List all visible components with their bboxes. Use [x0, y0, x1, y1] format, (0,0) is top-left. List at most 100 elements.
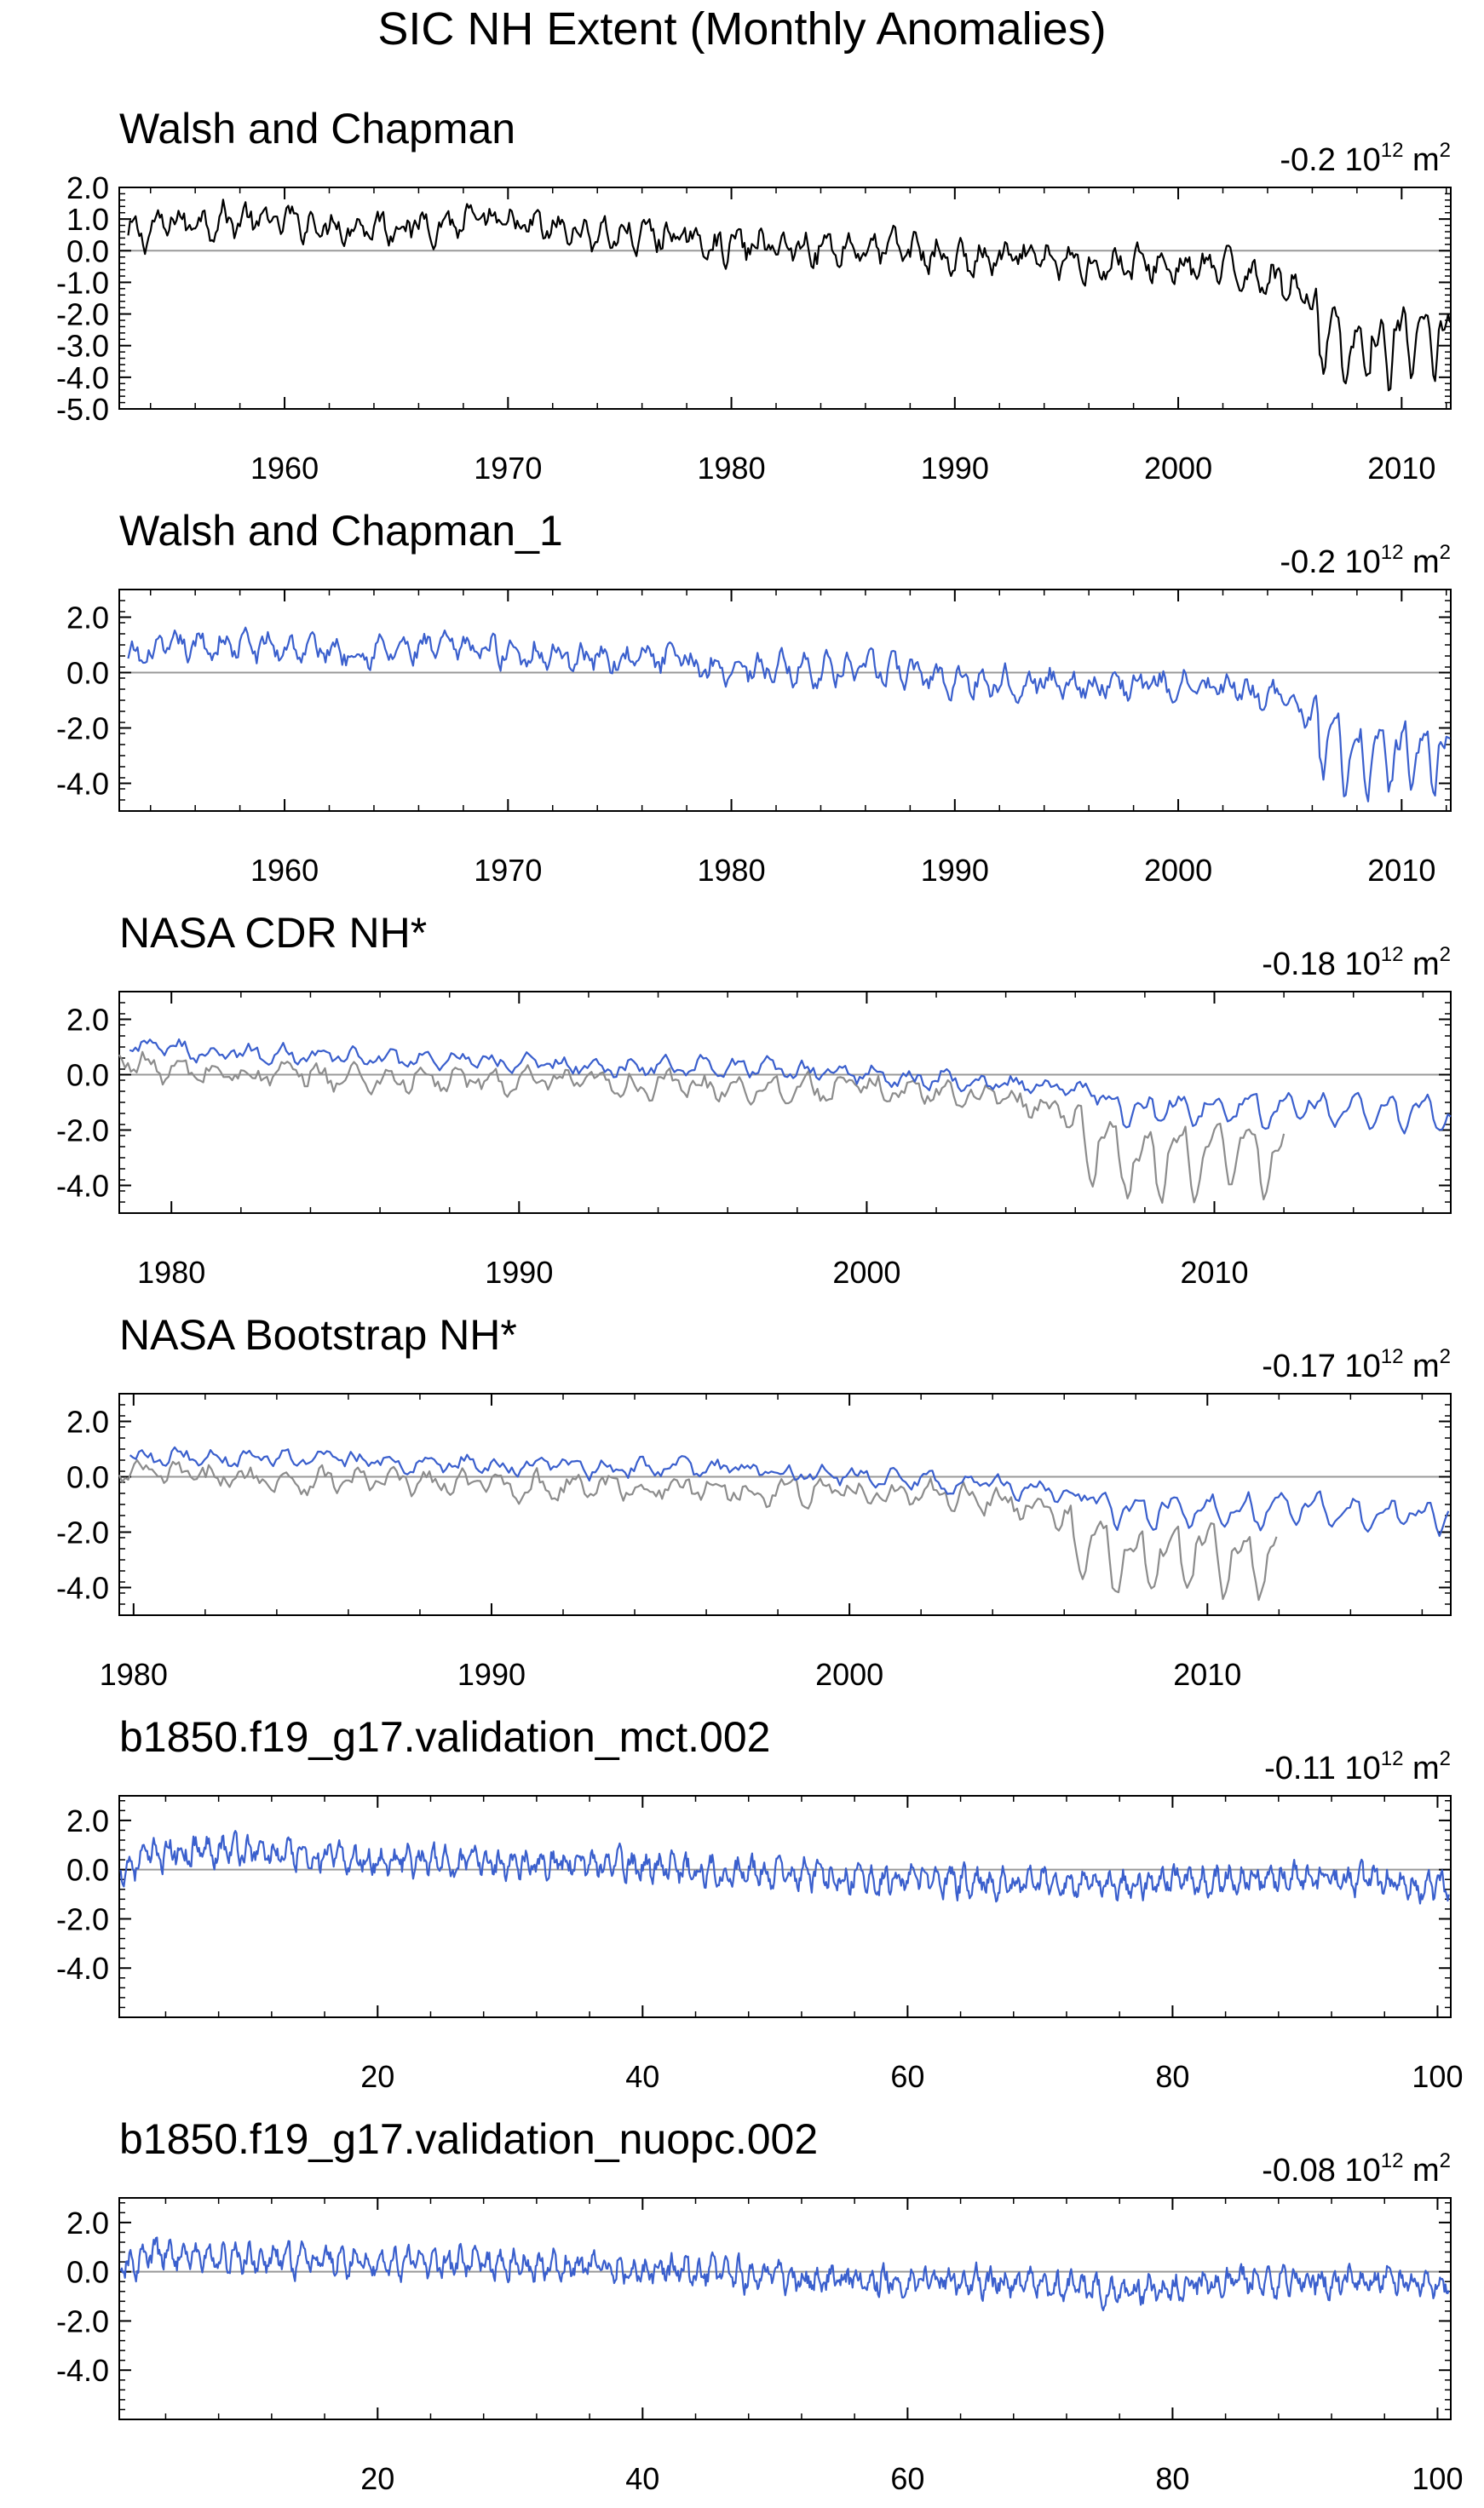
x-tick-label: 20	[360, 2461, 394, 2496]
mean-unit-base: 10	[1344, 946, 1380, 982]
mean-value: -0.18	[1262, 946, 1344, 982]
x-tick-label: 40	[625, 2059, 659, 2094]
plot-frame	[118, 1795, 1452, 2018]
panel-title: b1850.f19_g17.validation_nuopc.002	[119, 2115, 818, 2163]
x-tick-label: 1960	[250, 853, 319, 888]
x-tick-label: 1980	[698, 853, 766, 888]
mean-unit-exponent: 12	[1381, 139, 1404, 162]
panel-mean-label: -0.18 1012 m2	[1262, 943, 1451, 982]
x-tick-label: 2010	[1180, 1255, 1248, 1290]
mean-value: -0.11	[1264, 1751, 1344, 1786]
x-tick-label: 2000	[815, 1657, 883, 1692]
mean-value: -0.2	[1280, 544, 1344, 580]
mean-unit-exponent: 12	[1381, 2149, 1404, 2172]
y-tick-label: -2.0	[56, 2304, 109, 2338]
mean-value: -0.17	[1262, 1349, 1344, 1384]
x-tick-label: 1990	[921, 853, 989, 888]
x-tick-label: 2010	[1173, 1657, 1241, 1692]
x-tick-label: 1980	[137, 1255, 205, 1290]
mean-unit-suffix-exponent: 2	[1440, 541, 1451, 564]
figure-title: SIC NH Extent (Monthly Anomalies)	[377, 3, 1106, 55]
plot-frame	[118, 589, 1452, 812]
y-tick-label: -2.0	[56, 297, 109, 332]
chart-panel-6: b1850.f19_g17.validation_nuopc.002 -0.08 …	[56, 2115, 1464, 2496]
mean-unit-exponent: 12	[1381, 943, 1404, 966]
y-tick-label: 2.0	[66, 1803, 109, 1838]
chart-panel-4: NASA Bootstrap NH* -0.17 1012 m2 2.0 0.0 -2.…	[56, 1311, 1452, 1692]
mean-unit-suffix-exponent: 2	[1440, 2149, 1451, 2172]
panel-title: Walsh and Chapman	[119, 105, 515, 152]
panel-mean-label: -0.17 1012 m2	[1262, 1345, 1451, 1384]
y-tick-label: -3.0	[56, 329, 109, 364]
x-tick-label: 20	[360, 2059, 394, 2094]
y-tick-label: 2.0	[66, 601, 109, 636]
y-tick-label: 2.0	[66, 2206, 109, 2241]
panel-title: Walsh and Chapman_1	[119, 507, 563, 555]
y-tick-label: -1.0	[56, 265, 109, 300]
panels-group: Walsh and Chapman-0.2 1012 m22.01.00.0-1…	[56, 105, 1464, 2496]
series-line-2	[129, 1038, 1452, 1135]
x-tick-label: 1960	[250, 451, 319, 486]
mean-unit-exponent: 12	[1381, 1345, 1404, 1368]
panel-title: b1850.f19_g17.validation_mct.002	[119, 1713, 770, 1761]
series-line-1	[127, 626, 1451, 802]
y-tick-label: -2.0	[56, 711, 109, 746]
y-tick-label: 0.0	[66, 1853, 109, 1888]
x-tick-label: 2000	[1144, 853, 1212, 888]
y-tick-label: 0.0	[66, 656, 109, 691]
y-tick-label: -2.0	[56, 1113, 109, 1148]
mean-unit-base: 10	[1344, 1349, 1380, 1384]
series-line-2	[129, 1446, 1450, 1538]
y-tick-label: -4.0	[56, 1951, 109, 1986]
mean-unit-suffix: m	[1403, 142, 1439, 178]
y-tick-label: -5.0	[56, 392, 109, 427]
y-tick-label: 0.0	[66, 233, 109, 268]
x-tick-label: 1990	[921, 451, 989, 486]
panel-mean-label: -0.2 1012 m2	[1280, 541, 1451, 580]
x-tick-label: 100	[1412, 2461, 1463, 2496]
y-tick-label: -4.0	[56, 767, 109, 802]
series-line-1	[118, 1050, 1286, 1205]
mean-unit-suffix: m	[1403, 946, 1439, 982]
panel-title: NASA Bootstrap NH*	[119, 1311, 517, 1359]
y-tick-label: -4.0	[56, 1571, 109, 1606]
x-tick-label: 1990	[485, 1255, 553, 1290]
series-line-1	[127, 198, 1452, 392]
y-tick-label: -4.0	[56, 1169, 109, 1204]
x-tick-label: 2000	[1144, 451, 1212, 486]
chart-panel-5: b1850.f19_g17.validation_mct.002 -0.11 10…	[56, 1713, 1464, 2094]
series-line-1	[119, 2236, 1450, 2312]
mean-unit-suffix-exponent: 2	[1440, 1345, 1451, 1368]
x-tick-label: 2010	[1367, 853, 1435, 888]
mean-unit-base: 10	[1344, 1751, 1380, 1786]
x-tick-label: 1990	[457, 1657, 526, 1692]
chart-panel-2: Walsh and Chapman_1 -0.2 1012 m2 2.0 0.0 -2.…	[56, 507, 1452, 888]
panel-mean-label: -0.11 1012 m2	[1264, 1747, 1451, 1786]
y-tick-label: 0.0	[66, 1460, 109, 1495]
panel-mean-label: -0.2 1012 m2	[1280, 139, 1451, 178]
mean-unit-suffix: m	[1403, 1349, 1439, 1384]
panel-title: NASA CDR NH*	[119, 909, 427, 957]
mean-value: -0.08	[1262, 2153, 1344, 2189]
plot-frame	[118, 187, 1452, 410]
y-tick-label: -2.0	[56, 1901, 109, 1936]
panel-mean-label: -0.08 1012 m2	[1262, 2149, 1451, 2189]
mean-unit-suffix: m	[1403, 2153, 1439, 2189]
mean-unit-base: 10	[1344, 2153, 1380, 2189]
y-tick-label: 2.0	[66, 170, 109, 205]
x-tick-label: 1980	[698, 451, 766, 486]
x-tick-label: 80	[1155, 2059, 1189, 2094]
x-tick-label: 1970	[474, 853, 542, 888]
y-tick-label: 2.0	[66, 1405, 109, 1440]
mean-unit-base: 10	[1344, 142, 1380, 178]
x-tick-label: 80	[1155, 2461, 1189, 2496]
x-tick-label: 2010	[1367, 451, 1435, 486]
x-tick-label: 40	[625, 2461, 659, 2496]
series-line-1	[118, 1458, 1278, 1602]
mean-unit-exponent: 12	[1381, 541, 1404, 564]
x-tick-label: 1980	[100, 1657, 168, 1692]
y-tick-label: -2.0	[56, 1516, 109, 1550]
y-tick-label: 1.0	[66, 202, 109, 237]
x-tick-label: 100	[1412, 2059, 1463, 2094]
y-tick-label: 0.0	[66, 2255, 109, 2290]
